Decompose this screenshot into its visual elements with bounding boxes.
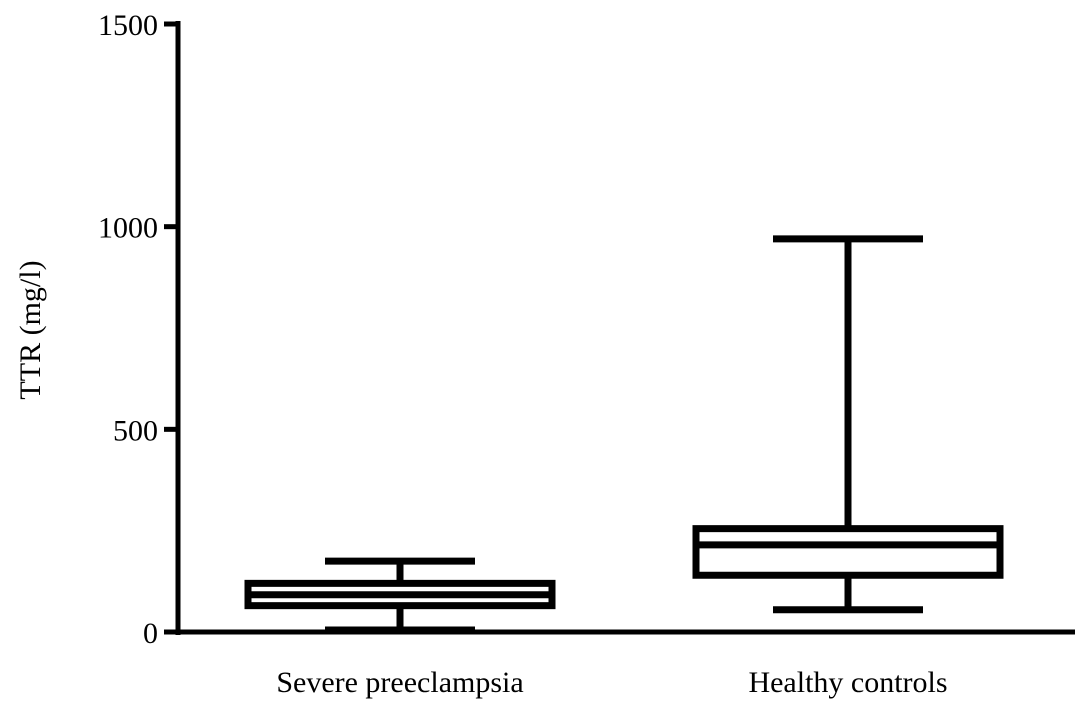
category-label-2: Healthy controls — [748, 666, 947, 699]
y-axis-title: TTR (mg/l) — [14, 260, 47, 399]
box-1 — [244, 557, 556, 634]
y-tick-label-1500: 1500 — [98, 9, 158, 42]
boxes — [244, 235, 1004, 634]
iqr-box — [692, 525, 1004, 579]
category-labels: Severe preeclampsia Healthy controls — [276, 666, 947, 699]
y-tick-label-0: 0 — [143, 617, 158, 650]
y-tick-label-1000: 1000 — [98, 212, 158, 245]
y-tick-label-500: 500 — [113, 414, 158, 447]
category-label-1: Severe preeclampsia — [276, 666, 523, 699]
box-2 — [692, 235, 1004, 614]
